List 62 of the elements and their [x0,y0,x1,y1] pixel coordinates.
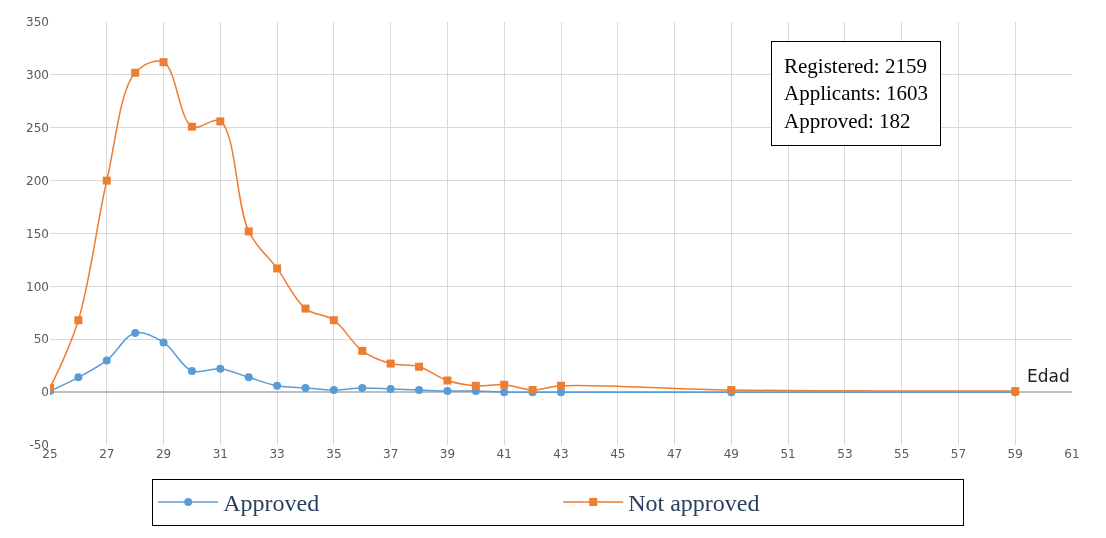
point [187,366,196,375]
x-tick-label: 45 [610,447,626,461]
x-tick-label: 55 [894,447,910,461]
y-tick-label: 250 [26,120,49,135]
point [415,362,424,371]
x-tick-label: 49 [723,447,739,461]
x-tick-label: 53 [837,447,853,461]
point [131,68,140,77]
x-tick-label: 51 [780,447,796,461]
x-tick-label: 41 [496,447,512,461]
x-tick-label: 29 [155,447,172,461]
point [443,387,452,396]
y-tick-label: 150 [26,226,49,241]
y-tick-label: 0 [41,385,49,400]
x-tick-label: 37 [383,447,399,461]
y-tick-label: 200 [26,173,49,188]
x-tick-label: 27 [99,447,115,461]
point [131,328,140,337]
point [415,386,424,395]
point [358,383,367,392]
x-axis-title: Edad [1027,366,1070,386]
point [216,117,225,126]
point [74,316,83,325]
x-tick-label: 61 [1064,447,1080,461]
point [443,376,452,385]
point [187,122,196,131]
x-tick-label: 33 [269,447,285,461]
x-tick-label: 59 [1007,447,1023,461]
point [329,386,338,395]
point [273,264,282,273]
point [500,388,509,397]
point [329,316,338,325]
x-tick-label: 39 [439,447,456,461]
x-tick-label: 43 [553,447,569,461]
y-tick-label: 50 [33,332,49,347]
y-tick-label: 100 [26,279,49,294]
x-tick-label: 47 [666,447,683,461]
point [244,373,253,382]
point [500,380,509,389]
x-tick-label: 57 [950,447,967,461]
point [74,373,83,382]
point [386,384,395,393]
legend-label: Not approved [628,490,760,517]
point [159,338,168,347]
y-tick-label: 300 [26,68,49,83]
point [358,346,367,355]
point [301,304,310,313]
annotation: Registered: 2159 Applicants: 1603 Approved: 182 [784,54,929,133]
point [159,58,168,67]
x-tick-label: 31 [212,447,228,461]
legend-label: Approved [223,490,320,517]
point [471,381,480,390]
x-tick-label: 35 [326,447,342,461]
y-tick-label: 350 [26,15,49,30]
point [216,364,225,373]
point [301,383,310,392]
point [102,176,111,185]
point [102,356,111,365]
point [386,359,395,368]
point [557,381,565,390]
point [244,227,253,236]
point [273,381,282,390]
